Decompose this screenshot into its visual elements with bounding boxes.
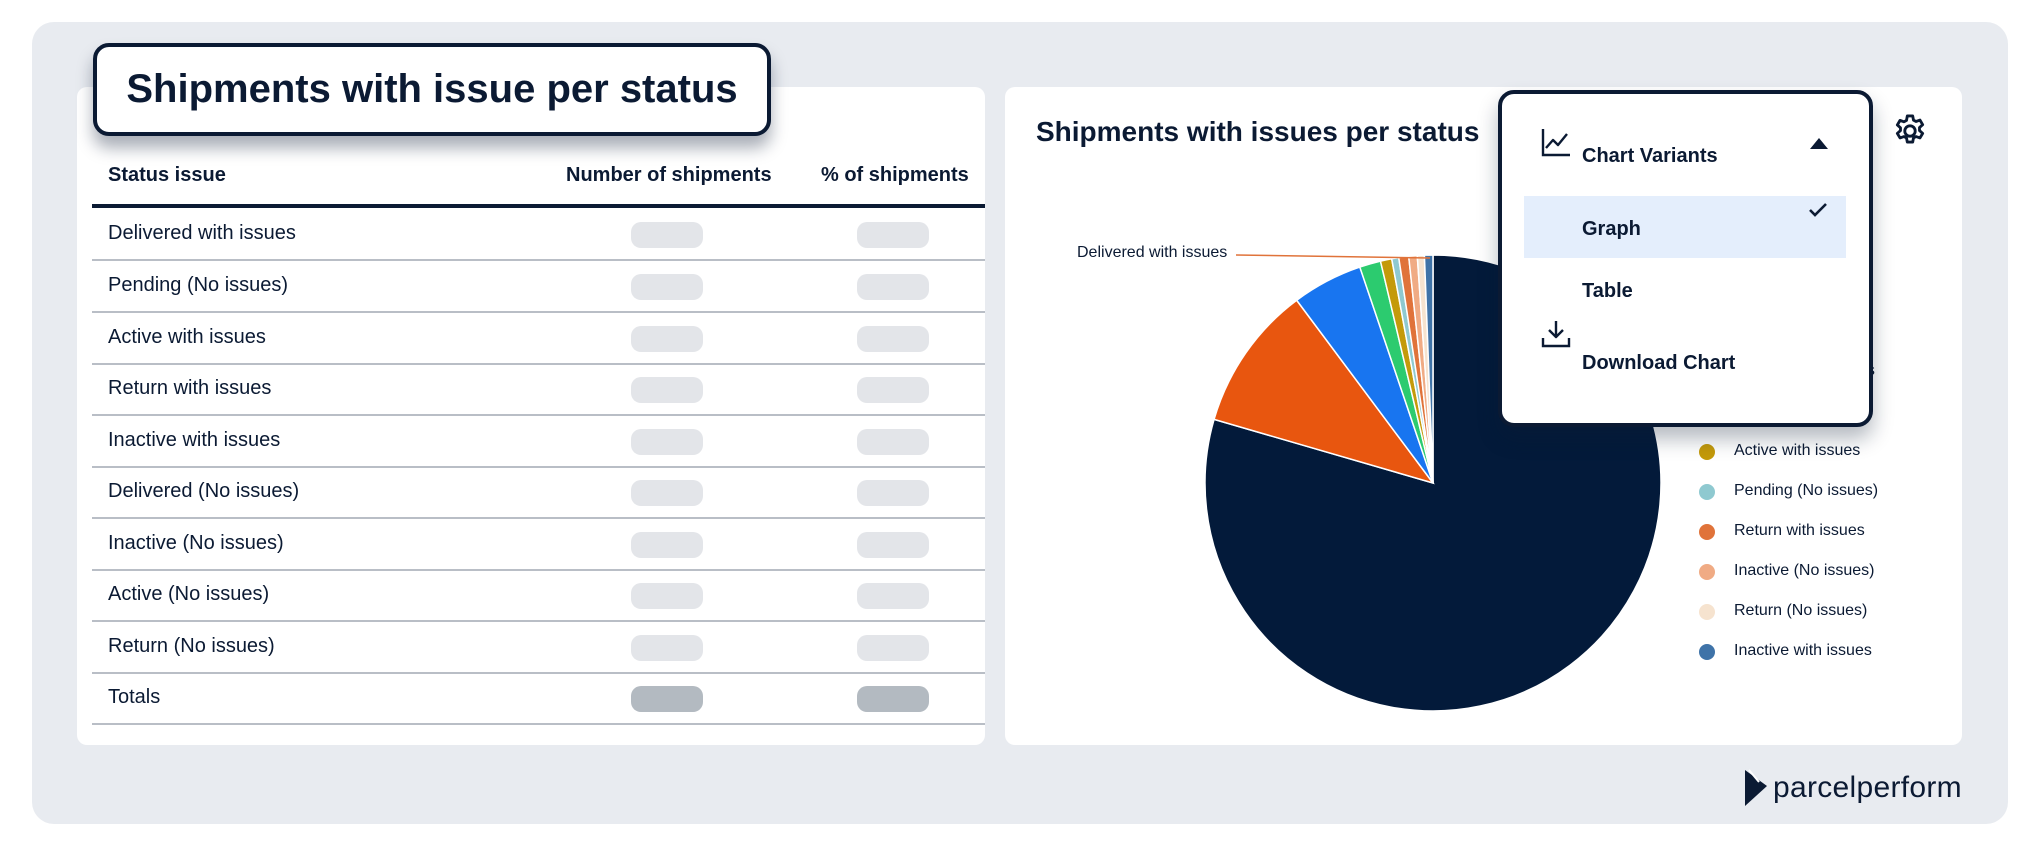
- table-row: Inactive (No issues): [92, 519, 985, 571]
- loading-placeholder: [857, 635, 929, 661]
- loading-placeholder: [631, 686, 703, 712]
- table-title: Shipments with issue per status: [93, 43, 771, 136]
- chart-title: Shipments with issues per status: [1036, 116, 1480, 147]
- table-row: Delivered with issues: [92, 209, 985, 261]
- dropdown-header[interactable]: Chart Variants: [1582, 145, 1718, 167]
- loading-placeholder: [857, 222, 929, 248]
- loading-placeholder: [631, 429, 703, 455]
- download-icon: [1541, 321, 1571, 348]
- loading-placeholder: [631, 222, 703, 248]
- pie-callout-line: [1235, 254, 1431, 259]
- loading-placeholder: [857, 583, 929, 609]
- legend-label: Return with issues: [1734, 522, 1865, 539]
- legend-dot: [1699, 524, 1715, 540]
- loading-placeholder: [631, 274, 703, 300]
- loading-placeholder: [857, 377, 929, 403]
- legend-dot: [1699, 564, 1715, 580]
- table-row: Pending (No issues): [92, 261, 985, 313]
- column-header-status: Status issue: [108, 164, 226, 186]
- row-label: Delivered (No issues): [108, 480, 300, 502]
- table-row: Return with issues: [92, 364, 985, 416]
- gear-icon[interactable]: [1891, 112, 1929, 150]
- row-label: Active with issues: [108, 326, 266, 348]
- loading-placeholder: [857, 326, 929, 352]
- legend-label: Inactive (No issues): [1734, 562, 1875, 579]
- loading-placeholder: [631, 635, 703, 661]
- legend-label: Pending (No issues): [1734, 482, 1879, 499]
- row-label: Inactive (No issues): [108, 532, 284, 554]
- option-label: Graph: [1582, 218, 1641, 240]
- legend-label: Active with issues: [1734, 442, 1861, 459]
- table-row: Delivered (No issues): [92, 467, 985, 519]
- legend-dot: [1699, 444, 1715, 460]
- row-label: Inactive with issues: [108, 429, 281, 451]
- caret-up-icon[interactable]: [1809, 137, 1829, 151]
- dropdown-option-table[interactable]: Table: [1524, 258, 1846, 320]
- dropdown-panel: [1524, 118, 1846, 402]
- loading-placeholder: [631, 377, 703, 403]
- loading-placeholder: [631, 480, 703, 506]
- row-label: Delivered with issues: [108, 222, 296, 244]
- download-chart-button[interactable]: Download Chart: [1524, 330, 1846, 382]
- legend-label: Return (No issues): [1734, 602, 1868, 619]
- check-icon: [1809, 203, 1827, 217]
- option-label: Table: [1582, 280, 1633, 302]
- loading-placeholder: [857, 532, 929, 558]
- pie-slice-9[interactable]: [1423, 254, 1434, 484]
- column-header-percent: % of shipments: [821, 164, 969, 186]
- table-header: Status issue Number of shipments % of sh…: [92, 150, 985, 208]
- row-label: Return (No issues): [108, 635, 275, 657]
- parcelperform-logo-icon: [1745, 769, 1767, 806]
- legend-label: Inactive with issues: [1734, 642, 1872, 659]
- pie-callout-label: Delivered with issues: [1077, 244, 1228, 261]
- loading-placeholder: [857, 274, 929, 300]
- legend-dot: [1699, 484, 1715, 500]
- line-chart-icon: [1541, 129, 1570, 157]
- row-label: Return with issues: [108, 377, 272, 399]
- loading-placeholder: [631, 583, 703, 609]
- loading-placeholder: [631, 532, 703, 558]
- total-label: Totals: [108, 686, 161, 708]
- loading-placeholder: [857, 686, 929, 712]
- row-label: Pending (No issues): [108, 274, 289, 296]
- loading-placeholder: [857, 480, 929, 506]
- column-header-number: Number of shipments: [566, 164, 772, 186]
- legend-dot: [1699, 604, 1715, 620]
- loading-placeholder: [631, 326, 703, 352]
- option-label: Download Chart: [1582, 352, 1736, 374]
- dropdown-option-graph[interactable]: Graph: [1524, 196, 1846, 258]
- table-card: [77, 87, 985, 745]
- table-row: Inactive with issues: [92, 416, 985, 468]
- loading-placeholder: [857, 429, 929, 455]
- table-row: Active with issues: [92, 313, 985, 365]
- table-total-row: Totals: [92, 673, 985, 725]
- row-label: Active (No issues): [108, 583, 270, 605]
- pie-slice-1[interactable]: [1213, 299, 1435, 485]
- table-row: Return (No issues): [92, 622, 985, 674]
- legend-dot: [1699, 644, 1715, 660]
- table-row: Active (No issues): [92, 570, 985, 622]
- brand-name: parcelperform: [1773, 771, 1962, 804]
